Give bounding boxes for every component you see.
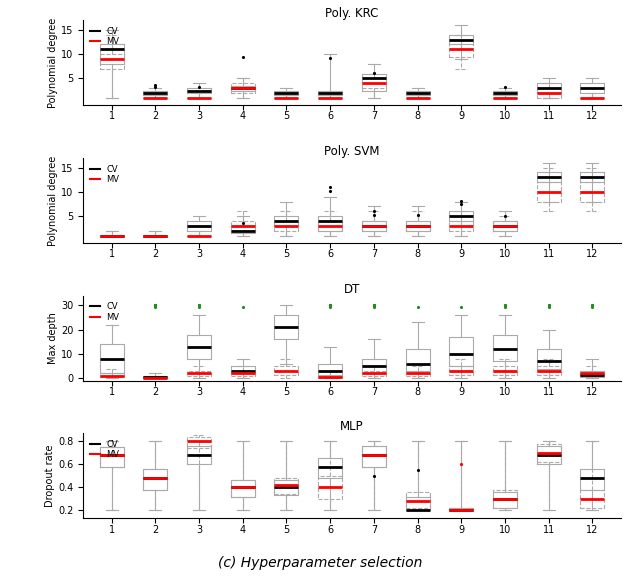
Title: Poly. SVM: Poly. SVM (324, 145, 380, 158)
Legend: CV, MV: CV, MV (88, 300, 122, 324)
Y-axis label: Polynomial degree: Polynomial degree (49, 156, 58, 245)
Legend: CV, MV: CV, MV (88, 24, 122, 48)
Title: MLP: MLP (340, 420, 364, 433)
Title: Poly. KRC: Poly. KRC (325, 7, 379, 20)
Y-axis label: Max depth: Max depth (49, 312, 58, 364)
Text: (c) Hyperparameter selection: (c) Hyperparameter selection (218, 556, 422, 570)
Title: DT: DT (344, 283, 360, 295)
Legend: CV, MV: CV, MV (88, 438, 122, 462)
Y-axis label: Polynomial degree: Polynomial degree (49, 17, 58, 108)
Y-axis label: Dropout rate: Dropout rate (45, 445, 55, 507)
Legend: CV, MV: CV, MV (88, 162, 122, 186)
